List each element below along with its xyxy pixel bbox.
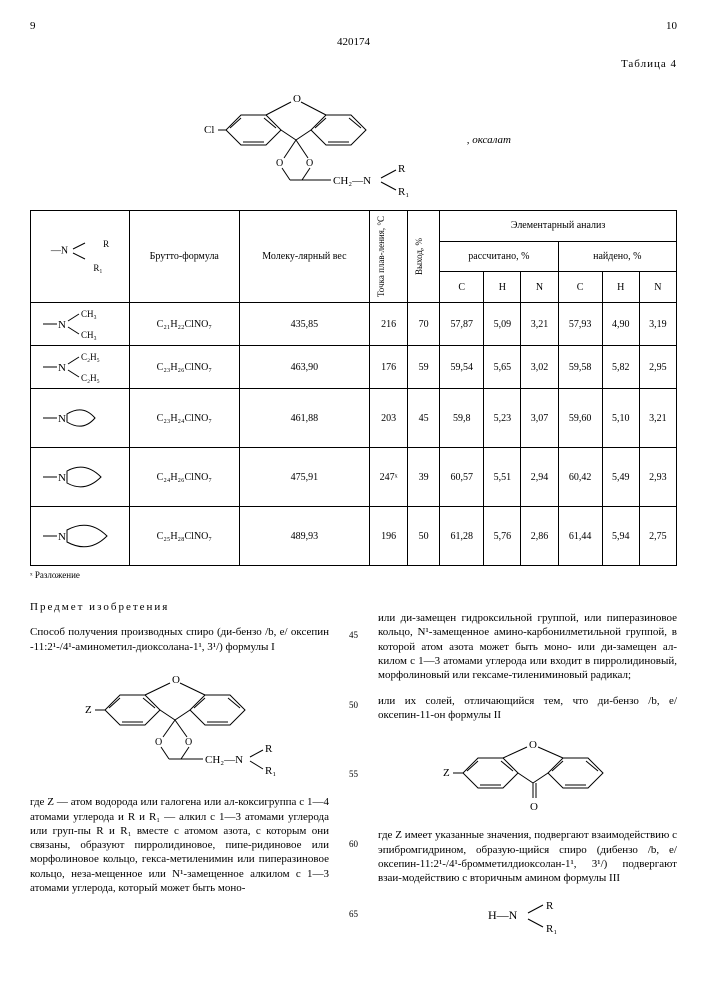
svg-text:O: O [529,739,537,751]
svg-text:N: N [58,362,66,374]
ch2n-label: CH₂—N [333,175,371,187]
svg-text:N: N [58,472,66,484]
r-label: R [398,163,406,175]
cl-label: Cl [204,124,214,136]
line-numbers: 45 50 55 60 65 [349,600,358,949]
hdr-mp: Точка плав-ления, °С [374,214,388,299]
svg-text:N: N [58,413,66,425]
svg-text:Z: Z [85,704,92,716]
left-p2: где Z — атом водорода или галогена или а… [30,795,329,895]
table-row: NC₂₄H₂₆ClNO₇475,91247ˣ3960,575,512,9460,… [31,448,677,507]
svg-text:C₂H₅: C₂H₅ [81,352,100,362]
svg-text:R: R [546,900,554,912]
page-num-left: 9 [30,20,36,32]
data-table: —N R R₁ Брутто-формула Молеку-лярный вес… [30,210,677,566]
o-label: O [293,93,301,105]
svg-text:O: O [276,158,283,169]
right-p2: или их солей, отличающийся тем, что ди-б… [378,694,677,723]
hdr-found: найдено, % [558,241,676,272]
svg-text:O: O [172,674,180,686]
formula-II: O O Z [378,733,677,817]
table-row: NC₂H₅C₂H₅C₂₃H₂₆ClNO₇463,901765959,545,65… [31,346,677,389]
svg-text:CH₂—N: CH₂—N [205,754,243,766]
svg-text:O: O [530,801,538,813]
svg-text:Z: Z [443,767,450,779]
svg-text:O: O [185,737,192,748]
svg-text:R: R [265,743,273,755]
section-title: Предмет изобретения [30,600,329,614]
page-num-right: 10 [666,20,677,32]
svg-text:N: N [58,319,66,331]
svg-text:C₂H₅: C₂H₅ [81,373,100,383]
formula-III: H—N R R₁ [378,897,677,941]
hdr-brutto: Брутто-формула [130,211,240,303]
table-label: Таблица 4 [30,58,677,70]
hdr-mw: Молеку-лярный вес [239,211,370,303]
table-row: NC₂₅H₂₈ClNO₇489,931965061,285,762,8661,4… [31,507,677,566]
left-column: Предмет изобретения Способ получения про… [30,600,329,949]
svg-text:O: O [155,737,162,748]
svg-text:O: O [306,158,313,169]
right-p3: где Z имеет указанные значения, подверга… [378,828,677,885]
oxalate-label: , оксалат [467,134,511,146]
svg-text:H—N: H—N [488,908,518,922]
svg-text:CH₃: CH₃ [81,330,97,340]
table-row: NC₂₃H₂₄ClNO₇461,882034559,85,233,0759,60… [31,389,677,448]
hdr-elem: Элементарный анализ [440,211,677,242]
right-column: или ди-замещен гидроксильной группой, ил… [378,600,677,949]
left-p1: Способ получения производных спиро (ди-б… [30,625,329,654]
hdr-calc: рассчитано, % [440,241,558,272]
right-p1: или ди-замещен гидроксильной группой, ил… [378,611,677,682]
doc-number: 420174 [30,36,677,48]
formula-I: O Z O O CH₂—N R R₁ [30,665,329,784]
table-footnote: ˣ Разложение [30,570,677,580]
svg-text:R₁: R₁ [265,765,276,777]
r1-label: R₁ [398,186,409,198]
top-structure: O Cl O O CH₂—N R R₁ , оксалат [30,80,677,200]
svg-text:N: N [58,531,66,543]
table-row: NCH₃CH₃C₂₁H₂₂ClNO₇435,852167057,875,093,… [31,303,677,346]
hdr-yield: Выход, % [412,236,426,277]
svg-text:CH₃: CH₃ [81,309,97,319]
svg-text:R₁: R₁ [546,923,557,935]
hdr-nr: —N [51,245,68,256]
